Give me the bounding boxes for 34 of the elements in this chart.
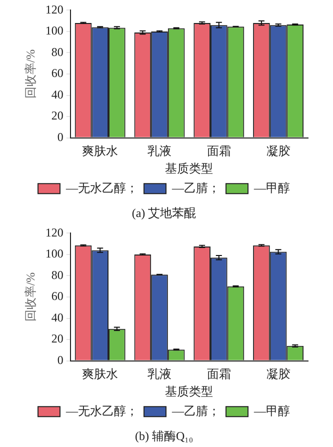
y-tick-label: 0 — [57, 352, 64, 367]
legend-label: —乙腈； — [171, 404, 220, 418]
x-axis-title: 基质类型 — [165, 162, 214, 176]
y-tick-label: 100 — [45, 24, 64, 38]
x-tick-label: 面霜 — [206, 144, 231, 158]
x-tick-label: 乳液 — [148, 144, 172, 158]
x-axis-title: 基质类型 — [165, 384, 214, 399]
x-tick-label: 凝胶 — [266, 144, 290, 158]
y-tick-label: 120 — [45, 2, 64, 16]
legend-label: —甲醇 — [253, 180, 290, 195]
y-tick-label: 60 — [51, 289, 64, 304]
legend-label: —乙腈； — [171, 180, 220, 195]
y-tick-label: 120 — [45, 225, 64, 240]
legend-label: —甲醇 — [253, 404, 290, 418]
y-tick-label: 20 — [51, 108, 64, 123]
y-tick-label: 60 — [51, 66, 64, 80]
y-tick-label: 0 — [57, 130, 64, 144]
y-tick-label: 80 — [51, 268, 64, 282]
x-tick-label: 爽肤水 — [82, 367, 118, 382]
x-tick-label: 爽肤水 — [82, 144, 118, 158]
y-axis-title: 回收率/% — [23, 49, 38, 99]
y-tick-label: 40 — [51, 87, 64, 102]
y-tick-label: 100 — [45, 246, 64, 261]
legend-label: —无水乙醇； — [65, 404, 138, 418]
legend-label: —无水乙醇； — [65, 180, 138, 195]
y-tick-label: 40 — [51, 310, 64, 324]
x-tick-label: 凝胶 — [266, 367, 290, 382]
y-tick-label: 20 — [51, 332, 64, 346]
x-tick-label: 乳液 — [148, 367, 172, 382]
text: (a) 艾地苯醌 — [132, 206, 196, 220]
y-tick-label: 80 — [51, 44, 64, 59]
text: (b) 辅酶Q₁₀ — [134, 428, 194, 443]
y-axis-title: 回收率/% — [23, 272, 38, 322]
x-tick-label: 面霜 — [206, 367, 231, 382]
